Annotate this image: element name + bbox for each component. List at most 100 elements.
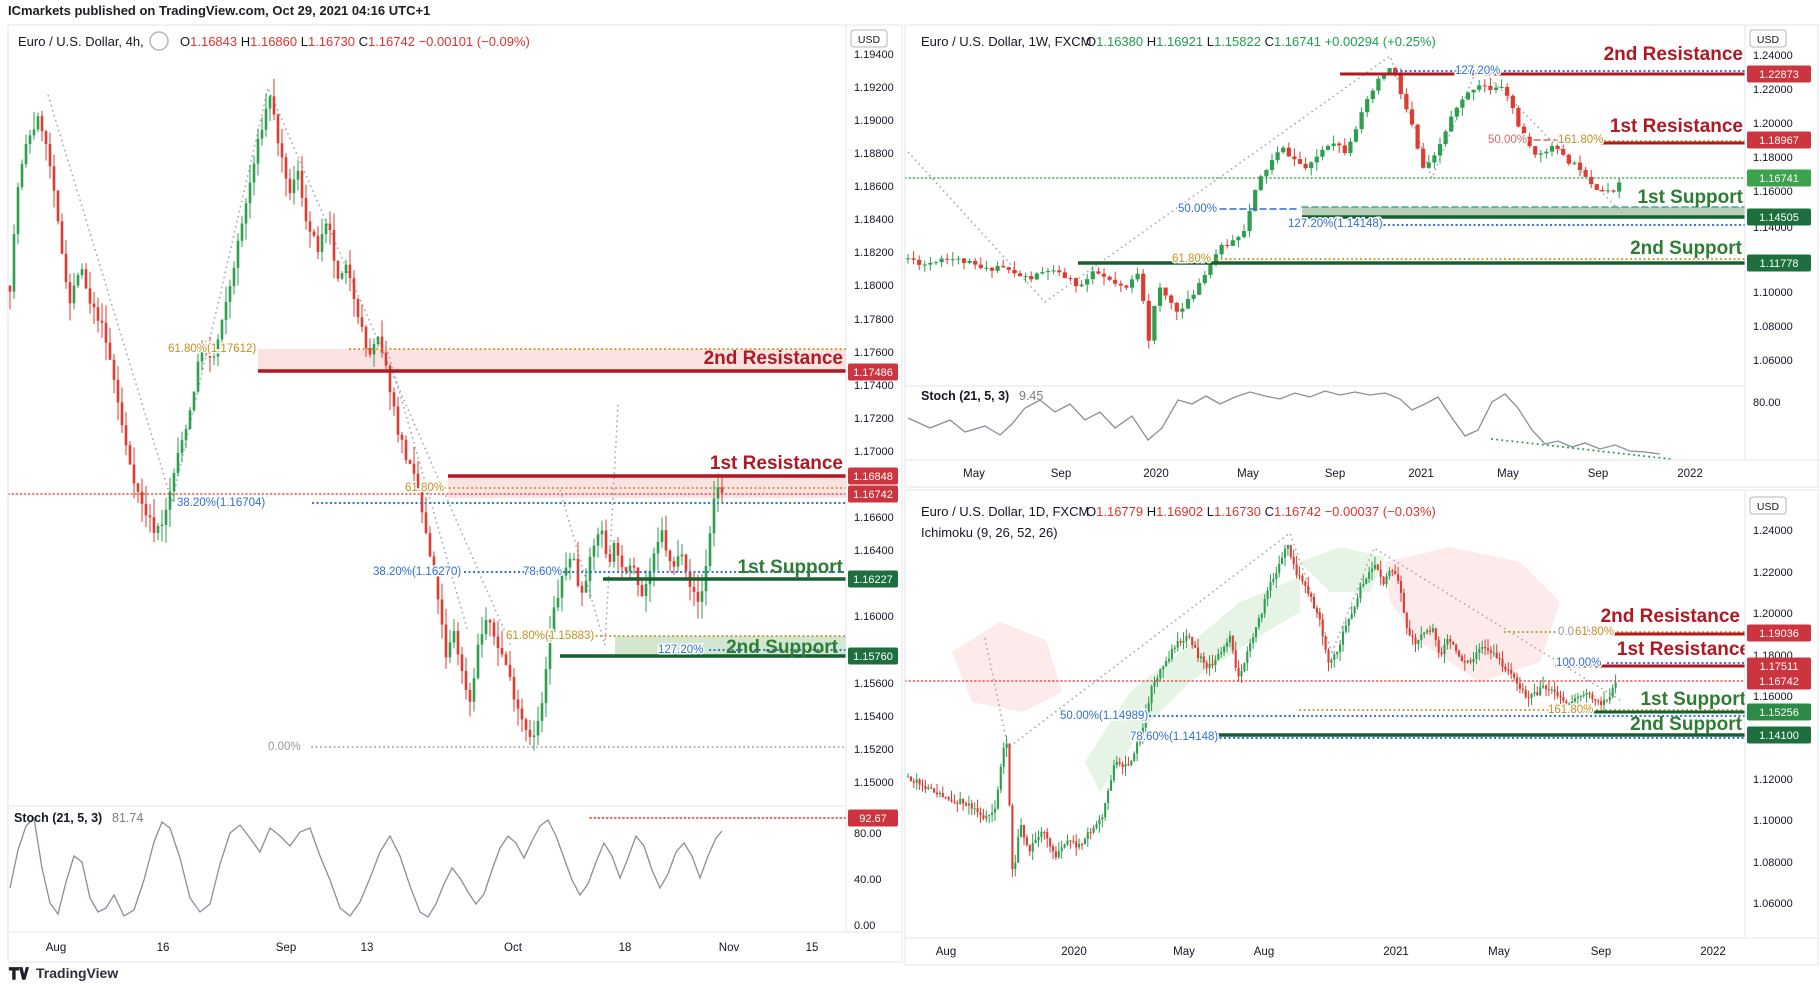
fib-label: 78.60% (523, 566, 562, 578)
candle-body (1034, 273, 1039, 280)
candle-body (1544, 151, 1549, 154)
candle-body (1219, 244, 1224, 255)
candle-body (196, 361, 200, 392)
candle-body (344, 264, 348, 274)
candle-body (124, 425, 128, 446)
price-badge-label: 1.11778 (1760, 258, 1799, 270)
currency-badge-label: USD (858, 34, 881, 46)
fib-label: 50.00% (1178, 203, 1217, 215)
candle-body (1066, 840, 1069, 845)
candle-body (1118, 283, 1123, 286)
candle-body (1536, 692, 1539, 696)
candle-body (1130, 760, 1133, 766)
candle-body (1191, 294, 1196, 299)
candle-body (1431, 628, 1434, 632)
candle-body (1359, 112, 1364, 130)
candle-body (1449, 116, 1454, 132)
candle-body (1324, 636, 1327, 650)
candle-body (1411, 635, 1414, 638)
time-axis[interactable] (905, 938, 1818, 965)
candle-body (906, 776, 910, 778)
candle-body (1499, 86, 1504, 88)
price-scale-label: 1.19400 (854, 49, 894, 61)
candle-body (953, 801, 956, 803)
candle-body (927, 787, 930, 790)
candle-body (1521, 126, 1527, 137)
candle-body (1241, 231, 1247, 237)
sr-label: 1st Resistance (710, 453, 843, 474)
candle-body (1051, 846, 1055, 852)
candle-body (1566, 154, 1571, 164)
candle-body (544, 669, 548, 704)
candle-body (1399, 580, 1403, 593)
candle-body (1370, 90, 1375, 99)
time-axis[interactable] (8, 932, 902, 962)
time-axis-label: 2021 (1408, 468, 1434, 480)
candle-body (1234, 650, 1237, 668)
candle-body (1501, 658, 1504, 667)
candle-body (1237, 667, 1240, 677)
candle-body (80, 269, 84, 276)
candle-body (944, 797, 947, 799)
candle-body (352, 278, 356, 299)
candle-body (1565, 700, 1568, 704)
time-axis-label: 2022 (1700, 946, 1726, 958)
candle-body (424, 512, 428, 534)
candle-body (708, 533, 712, 567)
candle-body (1370, 568, 1374, 572)
candle-body (304, 197, 308, 222)
candle-body (1466, 660, 1469, 663)
candle-body (1391, 570, 1394, 572)
candle-body (1457, 650, 1461, 657)
candle-body (676, 556, 680, 567)
candle-body (1382, 576, 1385, 585)
candle-body (1591, 694, 1594, 699)
price-scale-label: 1.15600 (854, 678, 894, 690)
candle-body (20, 164, 24, 188)
time-axis[interactable] (905, 460, 1818, 487)
tradingview-logo[interactable]: TradingView (8, 964, 118, 982)
candle-body (656, 541, 660, 554)
candle-body (1583, 170, 1588, 177)
price-scale-label: 1.22000 (1753, 84, 1793, 96)
candle-body (1463, 661, 1466, 663)
w1-pane[interactable] (905, 25, 1818, 487)
time-axis-label: Nov (719, 942, 740, 954)
currency-badge (1749, 29, 1787, 48)
price-badge (1747, 208, 1811, 226)
trend-zigzag (387, 351, 469, 633)
candle-body (1104, 803, 1107, 818)
candle-body (440, 599, 444, 625)
price-badge-label: 1.19036 (1759, 628, 1799, 640)
currency-badge (1749, 496, 1787, 515)
candle-body (456, 631, 460, 655)
candle-body (128, 445, 132, 465)
candle-body (924, 785, 927, 790)
price-badge-label: 1.17511 (1760, 661, 1799, 673)
candle-body (930, 787, 933, 789)
candle-body (76, 275, 80, 286)
stoch-trendline (1491, 438, 1671, 460)
candle-body (428, 533, 432, 557)
candle-body (1605, 699, 1608, 701)
candle-body (1165, 661, 1168, 667)
candle-body (432, 556, 436, 573)
d1-pane[interactable] (905, 490, 1818, 965)
candle-body (1264, 169, 1269, 177)
price-scale-label: 1.17600 (854, 347, 894, 359)
candle-body (360, 317, 364, 327)
candle-body (1292, 556, 1295, 565)
candle-body (1460, 656, 1463, 662)
price-badge (848, 809, 898, 827)
time-axis-label: May (963, 468, 985, 480)
candle-body (1353, 129, 1359, 142)
candle-body (620, 555, 624, 568)
candle-body (600, 530, 604, 535)
candle-body (1301, 575, 1304, 582)
candle-body (348, 264, 352, 279)
candle-body (912, 781, 915, 783)
candle-body (1011, 805, 1014, 870)
candle-body (967, 803, 970, 806)
candle-body (228, 286, 232, 302)
